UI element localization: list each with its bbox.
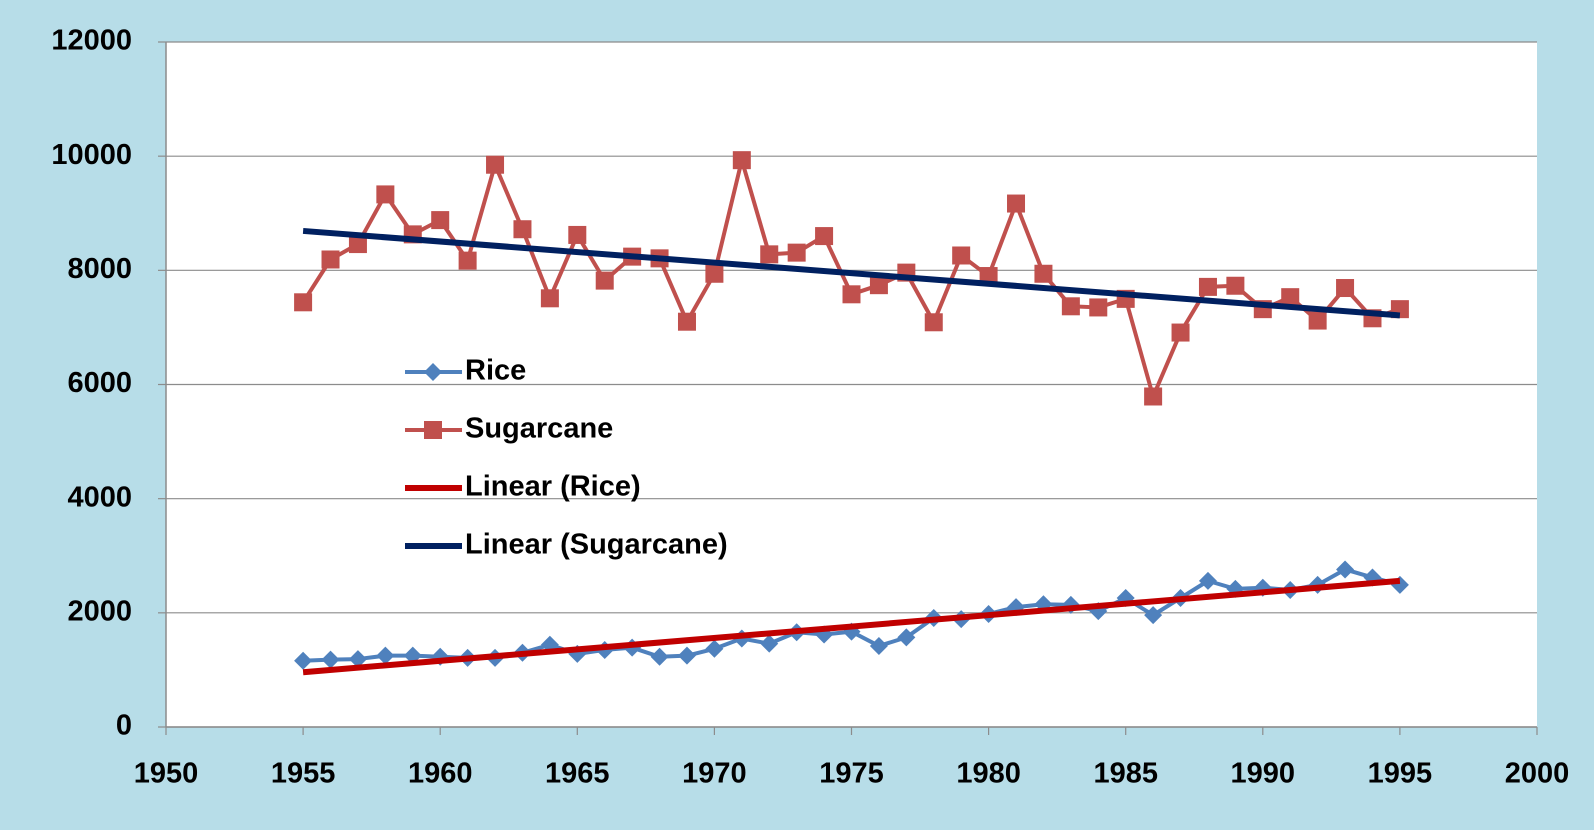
point — [869, 636, 888, 655]
x-tick-label: 1950 — [134, 758, 199, 790]
legend-label: Rice — [465, 355, 526, 387]
point — [1061, 297, 1080, 316]
y-tick-label: 8000 — [67, 253, 132, 285]
point — [677, 646, 696, 665]
point — [1171, 323, 1190, 342]
legend-label: Sugarcane — [465, 413, 613, 445]
x-tick-label: 1995 — [1368, 758, 1433, 790]
legend-marker — [424, 363, 442, 381]
x-tick-label: 1955 — [271, 758, 336, 790]
point — [568, 225, 587, 244]
y-tick-label: 0 — [116, 710, 132, 742]
point — [897, 628, 916, 647]
point — [952, 246, 971, 265]
point — [1281, 288, 1300, 307]
point — [1336, 560, 1355, 579]
point — [595, 271, 614, 290]
point — [321, 650, 340, 669]
point — [1198, 277, 1217, 296]
point — [540, 289, 559, 308]
point — [1308, 311, 1327, 330]
trend-line — [302, 577, 1401, 676]
point — [1226, 276, 1245, 295]
y-tick-label: 4000 — [67, 481, 132, 513]
x-tick-label: 1960 — [408, 758, 473, 790]
point — [1089, 298, 1108, 317]
legend-label: Linear (Sugarcane) — [465, 529, 728, 561]
point — [348, 235, 367, 254]
point — [294, 651, 313, 670]
x-tick-label: 1980 — [956, 758, 1021, 790]
y-tick-label: 10000 — [51, 139, 132, 171]
y-tick-label: 6000 — [67, 367, 132, 399]
point — [732, 151, 751, 170]
x-tick-label: 1985 — [1093, 758, 1158, 790]
point — [924, 313, 943, 332]
trend-line — [302, 227, 1401, 319]
point — [513, 220, 532, 239]
point — [1144, 606, 1163, 625]
x-tick-label: 1970 — [682, 758, 747, 790]
x-tick-label: 1990 — [1231, 758, 1296, 790]
point — [677, 312, 696, 331]
point — [1336, 279, 1355, 298]
point — [760, 245, 779, 264]
point — [842, 285, 861, 304]
point — [1198, 571, 1217, 590]
x-tick-label: 2000 — [1505, 758, 1570, 790]
point — [650, 647, 669, 666]
point — [376, 646, 395, 665]
point — [321, 250, 340, 269]
legend-marker — [424, 421, 442, 439]
point — [815, 227, 834, 246]
point — [1144, 387, 1163, 406]
legend-label: Linear (Rice) — [465, 471, 641, 503]
x-tick-label: 1965 — [545, 758, 610, 790]
y-tick-label: 12000 — [51, 25, 132, 57]
x-tick-label: 1975 — [819, 758, 884, 790]
point — [787, 243, 806, 262]
point — [1007, 194, 1026, 213]
point — [458, 251, 477, 270]
point — [869, 276, 888, 295]
point — [705, 264, 724, 283]
point — [760, 634, 779, 653]
point — [376, 185, 395, 204]
point — [705, 639, 724, 658]
point — [294, 293, 313, 312]
point — [486, 155, 505, 174]
point — [348, 650, 367, 669]
point — [431, 211, 450, 230]
point — [1034, 264, 1053, 283]
y-tick-label: 2000 — [67, 595, 132, 627]
